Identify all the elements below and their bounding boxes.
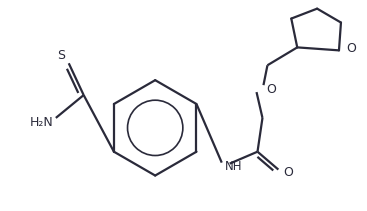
Text: H₂N: H₂N <box>30 116 54 129</box>
Text: O: O <box>346 42 356 55</box>
Text: S: S <box>57 49 65 62</box>
Text: O: O <box>283 166 293 179</box>
Text: O: O <box>266 83 276 96</box>
Text: NH: NH <box>225 160 242 173</box>
